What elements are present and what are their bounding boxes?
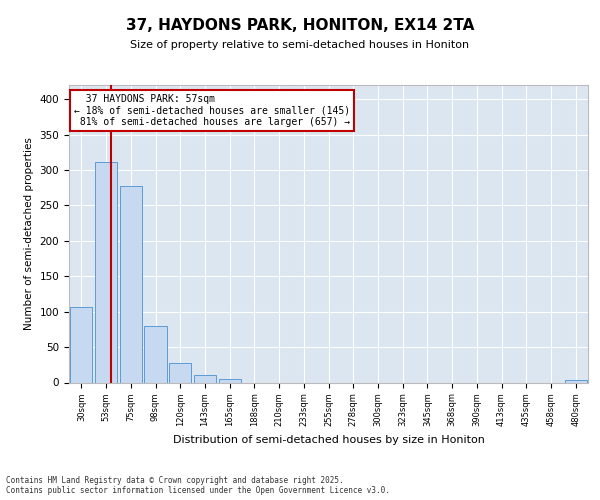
- Bar: [95, 162, 117, 382]
- Bar: [145, 326, 167, 382]
- Y-axis label: Number of semi-detached properties: Number of semi-detached properties: [24, 138, 34, 330]
- Bar: [565, 380, 587, 382]
- Text: Size of property relative to semi-detached houses in Honiton: Size of property relative to semi-detach…: [130, 40, 470, 50]
- Bar: [169, 364, 191, 382]
- Bar: [218, 379, 241, 382]
- Text: Contains HM Land Registry data © Crown copyright and database right 2025.
Contai: Contains HM Land Registry data © Crown c…: [6, 476, 390, 495]
- Text: 37 HAYDONS PARK: 57sqm
← 18% of semi-detached houses are smaller (145)
 81% of s: 37 HAYDONS PARK: 57sqm ← 18% of semi-det…: [74, 94, 350, 127]
- Text: 37, HAYDONS PARK, HONITON, EX14 2TA: 37, HAYDONS PARK, HONITON, EX14 2TA: [126, 18, 474, 32]
- Bar: [194, 376, 216, 382]
- X-axis label: Distribution of semi-detached houses by size in Honiton: Distribution of semi-detached houses by …: [173, 434, 484, 444]
- Bar: [119, 186, 142, 382]
- Bar: [70, 306, 92, 382]
